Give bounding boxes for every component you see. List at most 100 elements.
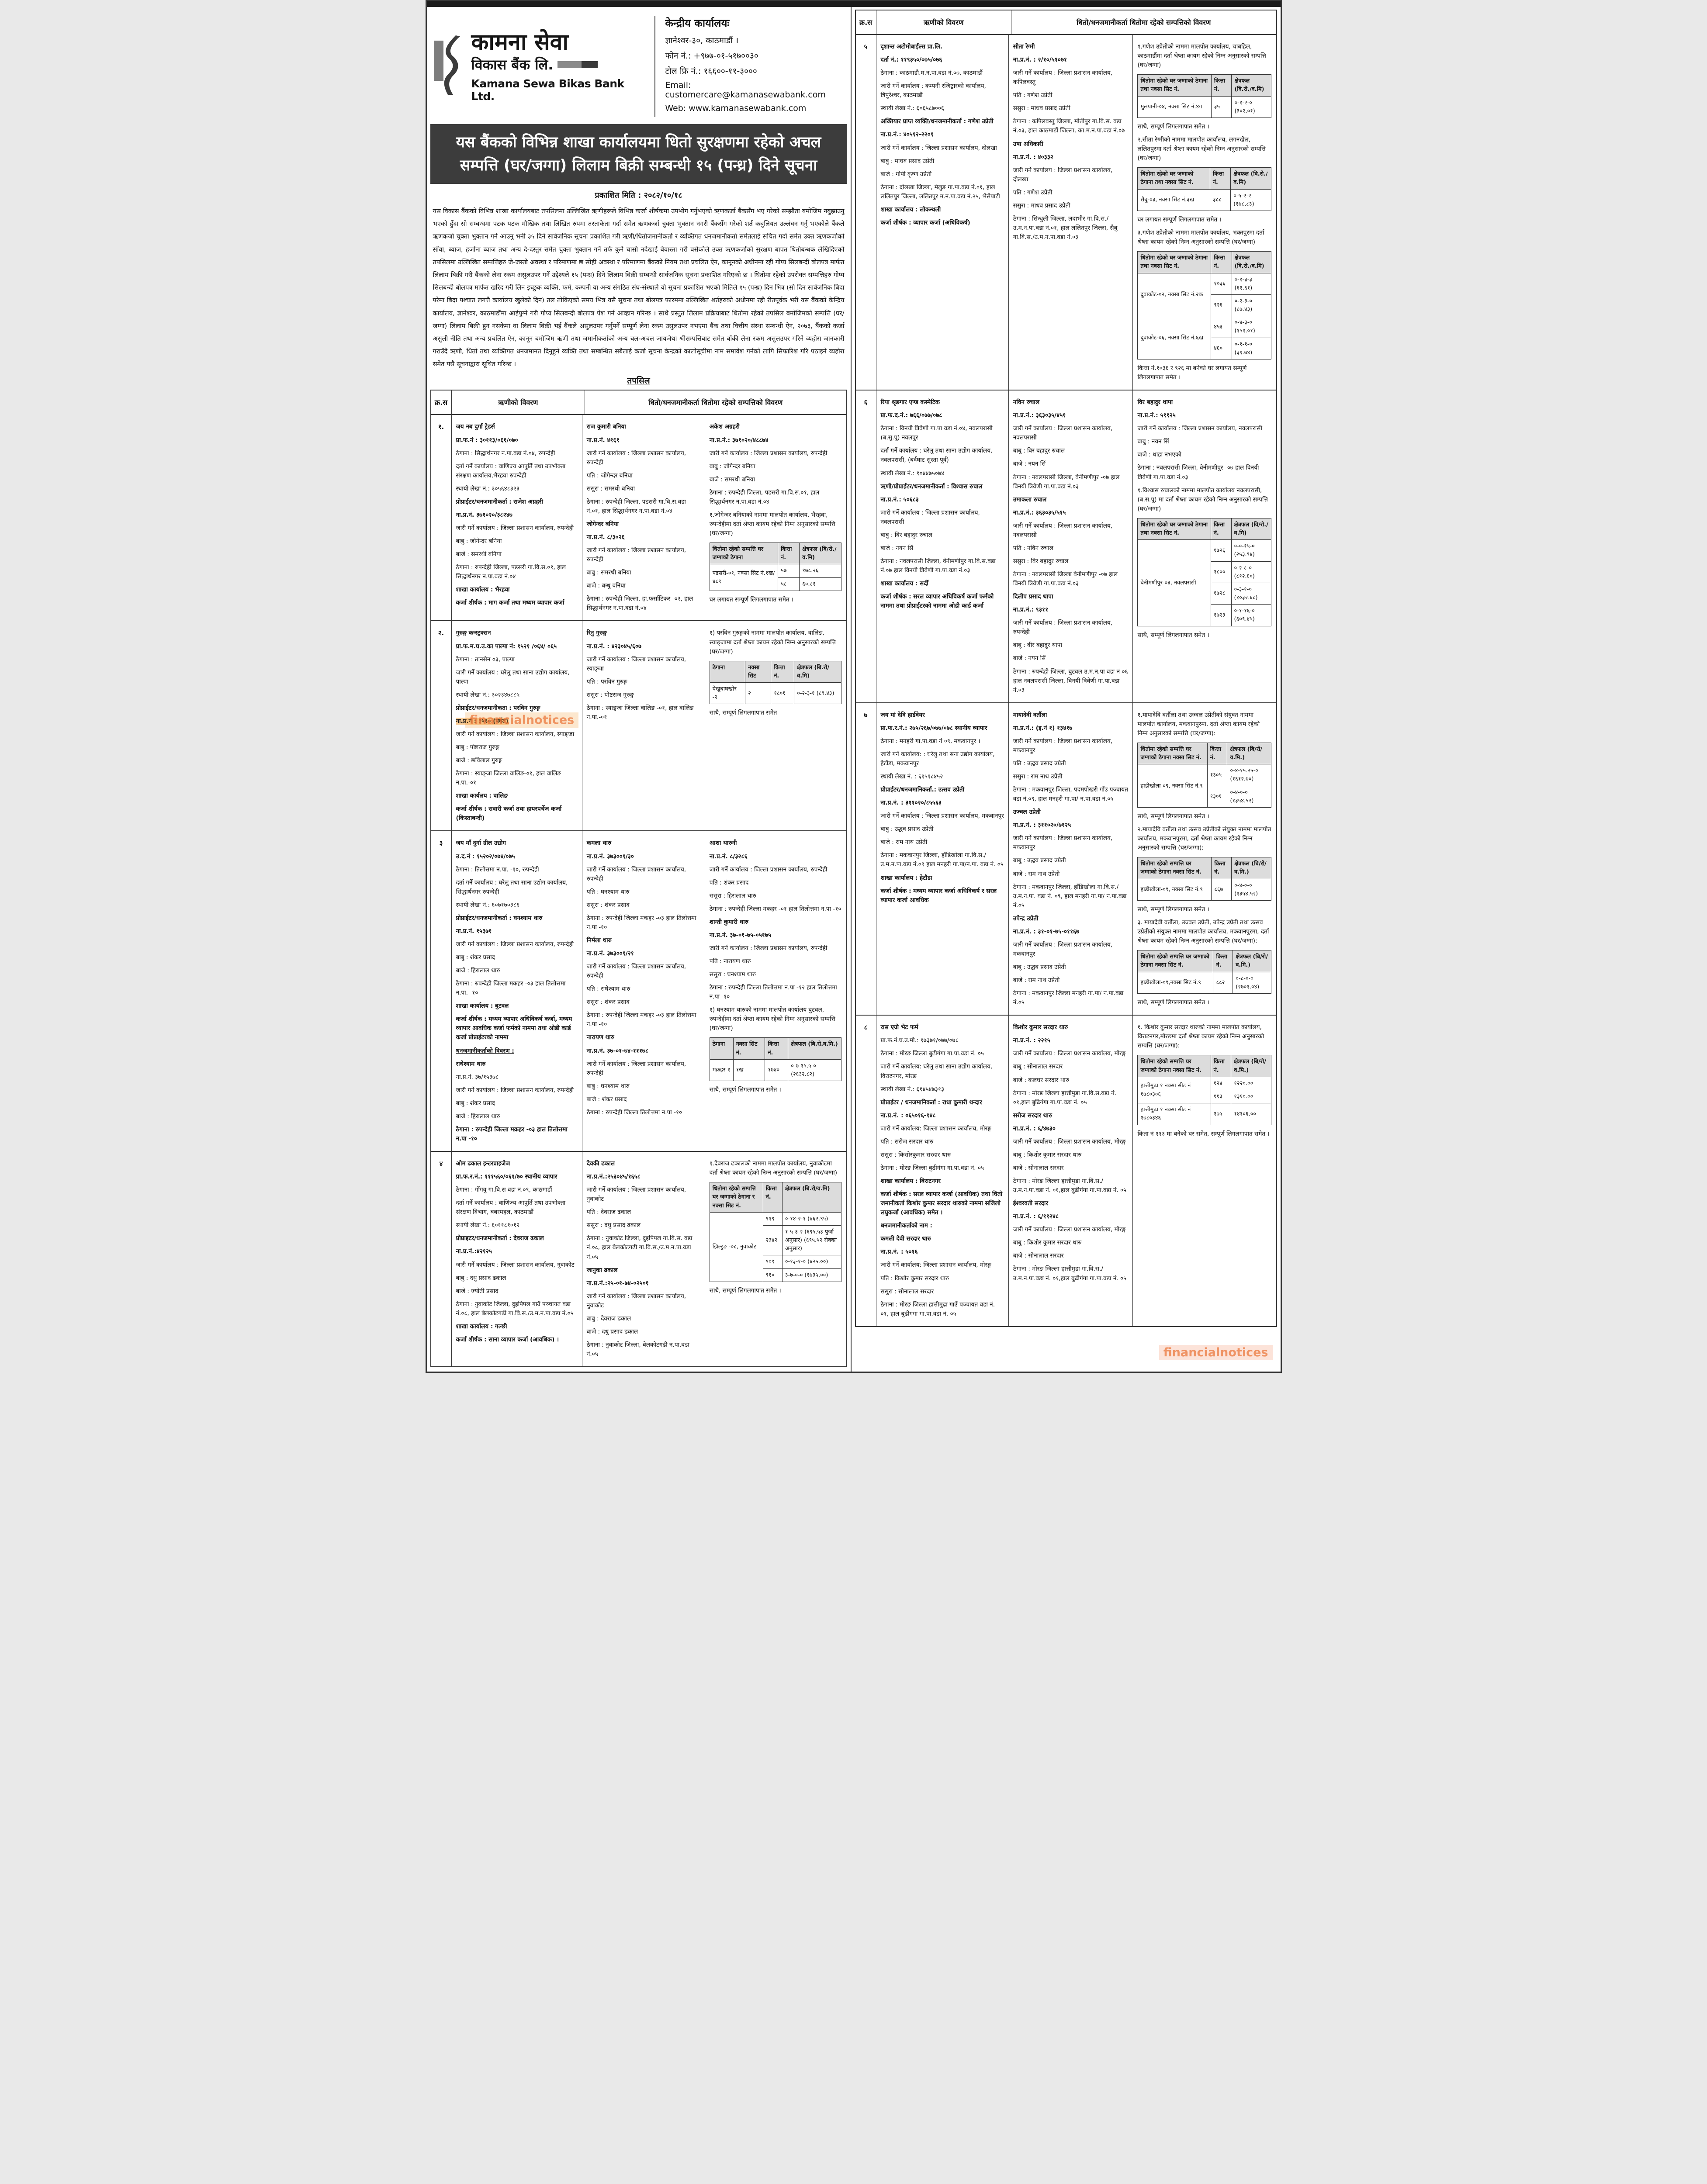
detail-line: प्रोप्राइटर/धनजमानीकर्ता : देवराज ढकाल: [456, 1235, 544, 1242]
property-value-cell: ०-१-१६-० (६०९.४५): [1231, 604, 1272, 626]
property-address-cell: बेनीमणीपुर-०३, नवलपरासी: [1137, 539, 1211, 626]
detail-line: दिलीप प्रसाद थापा: [1013, 593, 1053, 601]
detail-line: प्रोप्राईटर/धनजमानिकर्ता.: उत्सव उप्रेती: [880, 786, 965, 794]
detail-line: जारी गर्ने कार्यालय : जिल्ला प्रशासन कार…: [456, 524, 574, 532]
detail-line: जारी गर्ने कार्यालय : जिल्ला प्रशासन कार…: [1013, 166, 1113, 183]
detail-line: ठेगाना : मोरङ जिल्ला हात्तीमुडा गा.वि.स.…: [1013, 1089, 1116, 1106]
detail-line: १.विश्वास रुचालको नाममा मालपोत कार्यालय …: [1137, 487, 1268, 512]
detail-line: गुरुङ्ग कन्स्ट्रक्सन: [456, 629, 491, 637]
detail-line: ठेगाना : रुपन्देही जिल्ला, पडसरी गा.वि.स…: [456, 564, 566, 581]
detail-line: साथै, सम्पूर्ण लिगलगापात समेत ।: [1137, 813, 1209, 820]
property-table-header: धितोमा रहेको सम्पत्ति घर जग्गाको ठेगाना …: [1137, 857, 1212, 879]
detail-line: पति : गणेश उप्रेती: [1013, 92, 1053, 99]
property-value-cell: ०-१-२-० (३०२.०१): [1231, 96, 1272, 118]
detail-line: राज कुमारी बनिया: [586, 423, 626, 431]
detail-line: पति : नविन रुचाल: [1013, 544, 1053, 552]
detail-line: जारी गर्ने कार्यालय : जिल्ला प्रशासन कार…: [1013, 941, 1113, 957]
property-table: धितोमा रहेको सम्पत्ति घर जग्गाको ठेगाना …: [1137, 742, 1272, 808]
property-table: धितोमा रहेको सम्पत्ति घर जग्गाको ठेगाना …: [1137, 1055, 1272, 1125]
detail-line: १. किशोर कुमार सरदार थारुको नाममा मालपोत…: [1137, 1024, 1264, 1050]
property-value-cell: ०-०-१५-० (२५३.९४): [1231, 539, 1272, 562]
property-value-cell: ९१०: [762, 1268, 783, 1282]
table-row: ३ जय माँ दुर्गा ग्रील उद्योग उ.द.नं : १५२०…: [431, 830, 846, 1151]
detail-line: ना.प्र.नं. : ०६५०१६-१४८: [880, 1112, 936, 1119]
detail-line: प्रोप्राईटर/धनजमानीकर्ता : राजेश अग्रहरी: [456, 498, 543, 505]
borrower-details-cell: दृशान्त अटोमोबाईल्स प्रा.लि. दर्ता नं.: १…: [876, 35, 1008, 390]
detail-line: १.जोगेन्दर बनियाको नाममा मालपोत कार्यालय…: [709, 511, 835, 537]
detail-line: बाजे : सोनालाल सरदार: [1013, 1252, 1064, 1260]
detail-line: ठेगाना : नुवाकोट जिल्ला, दुइपिपल गा.वि.स…: [586, 1235, 692, 1261]
detail-line: बाजे : नयन सिं: [1013, 460, 1046, 468]
table-row: ७ जय मां देवि हार्डवेयर प्रा.फ.र.नं.: २७५/…: [855, 702, 1276, 1015]
detail-line: उज्वल उप्रेती: [1013, 809, 1041, 816]
detail-line: जारी गर्ने कार्यालय: जिल्ला प्रशासन कार्…: [880, 1125, 991, 1132]
property-address-cell: दुवाकोट-०२, नक्सा सिट नं.२क: [1137, 273, 1212, 317]
property-value-cell: ६०.८१: [799, 577, 842, 591]
detail-line: कर्जा शीर्षक : मध्यम व्यापार अधिविकर्ष क…: [456, 1016, 572, 1041]
detail-line: ठेगाना : मोरङ जिल्ला बुढीगंगा गा.पा.वडा …: [880, 1050, 984, 1057]
detail-line: ऋणी/प्रोप्राईटर/धनजमानीकर्ता : विश्वास र…: [880, 483, 983, 490]
detail-line: अकेश अग्रहरी: [709, 423, 740, 431]
detail-line: जारी गर्ने कार्यालय : जिल्ला प्रशासन कार…: [709, 944, 828, 952]
property-table-row: ९२६ ०-२-३-० (८७.४३): [1138, 294, 1272, 317]
detail-line: ससुरा : पोष्टराज गुरुङ्ग: [586, 691, 634, 698]
property-value-cell: १३०५: [1207, 764, 1228, 786]
property-table-header: धितोमा रहेको सम्पत्ति घर जग्गाको ठेगाना: [709, 543, 779, 565]
detail-line: ना.प्र.नं.:४२१२५: [456, 1248, 492, 1255]
collateral-property-cell: आशा थारुनी ना.प्र.नं. ८/३२८६ जारी गर्ने का…: [704, 831, 846, 1151]
detail-line: ठेगाना : नुवाकोट जिल्ला, बेलकोटगढी न.पा.…: [586, 1341, 689, 1358]
detail-line: बाबु : शंकर प्रसाद: [456, 1099, 495, 1107]
property-value-cell: ०-२-३-१ (८९.४३): [794, 682, 842, 705]
row-number-cell: ३: [439, 839, 443, 847]
detail-line: ना.प्र.नं. : २२१५: [1013, 1037, 1050, 1044]
property-table-header: नक्सा सिट नं.: [733, 1037, 765, 1060]
detail-line: ससुरा : दधु प्रसाद ढकाल: [586, 1222, 641, 1229]
detail-line: ससुरा : राम नाथ उप्रेती: [1013, 773, 1063, 780]
bank-header: कामना सेवा विकास बैंक लि. Kamana Sewa Bi…: [427, 7, 851, 122]
detail-line: आशा थारुनी: [709, 840, 737, 847]
detail-line: बाजे : राम नाथ उप्रेती: [880, 839, 928, 846]
detail-line: बाबु : पोष्टराज गुरुङ्ग: [456, 744, 499, 751]
detail-line: ससुरा : माधव प्रसाद उप्रेती: [1013, 202, 1070, 209]
detail-line: जारी गर्ने कार्यालय : जिल्ला प्रशासन कार…: [1013, 835, 1113, 851]
detail-line: ठेगाना : रुपन्देही जिल्ला मकहर -०३ हाल त…: [456, 980, 566, 997]
property-table-header: कित्ता नं.: [771, 660, 795, 683]
row-number-cell: ६: [864, 398, 868, 407]
detail-line: जारी गर्ने कार्यालय : जिल्ला प्रशासन कार…: [456, 1086, 574, 1094]
detail-line: बाबु : नयन सिं: [1137, 438, 1169, 446]
property-table-header: कित्ता नं.: [1211, 74, 1232, 97]
collateral-property-cell: विर बहादुर थापा ना.प्र.नं.: ५११२५ जारी गर्…: [1132, 390, 1276, 702]
detail-line: विर बहादुर थापा: [1137, 399, 1173, 406]
office-phone: फोन नं.: +९७७-०१-५१७००३०: [665, 51, 758, 61]
detail-line: ठेगाना : रुपन्देही जिल्ला मकहर -०३ हाल त…: [586, 1012, 696, 1028]
property-table-header-row: धितोमा रहेको सम्पत्ति घर जग्गाको ठेगाना …: [1137, 1055, 1272, 1077]
detail-line: जय मां देवि हार्डवेयर: [880, 711, 925, 719]
detail-line: ठेगाना : कपिलवस्तु जिल्ला, मोतीपुर गा.वि…: [1013, 118, 1125, 135]
detail-line: उ.द.नं : १५२०२/०७४/०७५: [456, 853, 515, 860]
detail-line: बाजे : सोनालाल सरदार: [1013, 1164, 1064, 1171]
detail-line: स्थायी लेखा नं.: ६०११८१०१२: [456, 1222, 520, 1229]
guarantor-details-cell: देवकी ढकाल ना.प्र.नं.:२५३०४५/१६५८ जारी गर्…: [582, 1152, 705, 1367]
detail-line: दर्ता गर्ने कार्यालय : घरेलु तथा साना उद…: [456, 879, 568, 895]
detail-line: बाबु : देवराज ढकाल: [586, 1315, 631, 1322]
property-value-cell: १४१०६.००: [1231, 1103, 1272, 1125]
property-table-row: मुलपानी-०४, नक्सा सिट नं.४ग ३५ ०-१-२-० (३०…: [1137, 96, 1272, 118]
detail-line: ठेगाना : मकवानपुर जिल्ला, हाँडिखोला गा.व…: [1013, 883, 1127, 909]
property-table-header: क्षेत्रफल (बि.रो/व.मि): [794, 660, 842, 683]
detail-line: जारी गर्ने कार्यालय : जिल्ला प्रशासन कार…: [456, 1261, 575, 1268]
property-table: धितोमा रहेको सम्पत्ति घर जग्गाको ठेगाना …: [1137, 950, 1272, 994]
property-table-row: ९१० ३-७-०-० (१७३५.००): [710, 1268, 842, 1282]
highlighted-text: ना.प्र.नं : ३५१० (पर्वत): [456, 717, 509, 725]
property-value-cell: १३०१: [1207, 785, 1228, 808]
detail-line: जारी गर्ने कार्यालय: : घरेलु तथा सना उद्…: [880, 750, 995, 767]
detail-line: जारी गर्ने कार्यालय : जिल्ला प्रशासन कार…: [456, 940, 574, 948]
property-table: धितोमा रहेको सम्पत्ति घर जग्गाको ठेगाना …: [709, 1182, 842, 1282]
detail-line: कर्जा शीर्षक : मध्यम व्यापार कर्जा अधिवि…: [880, 887, 997, 904]
detail-line: उमाकला रुचाल: [1013, 496, 1047, 503]
property-value-cell: ०-७-१५.५-० (२६३२.८२): [788, 1059, 842, 1082]
detail-line: जारी गर्ने कार्यालय : जिल्ला प्रशासन कार…: [709, 866, 828, 873]
property-table-header: ठेगाना: [709, 1037, 734, 1060]
detail-line: कर्जा शीर्षक : सरल व्यापार कर्जा (आवधिक)…: [880, 1191, 1003, 1216]
detail-line: ठेगाना : रुपन्देही जिल्ला, पडसरी गा.वि.स…: [586, 498, 686, 515]
detail-line: कमला थारु: [586, 840, 612, 847]
